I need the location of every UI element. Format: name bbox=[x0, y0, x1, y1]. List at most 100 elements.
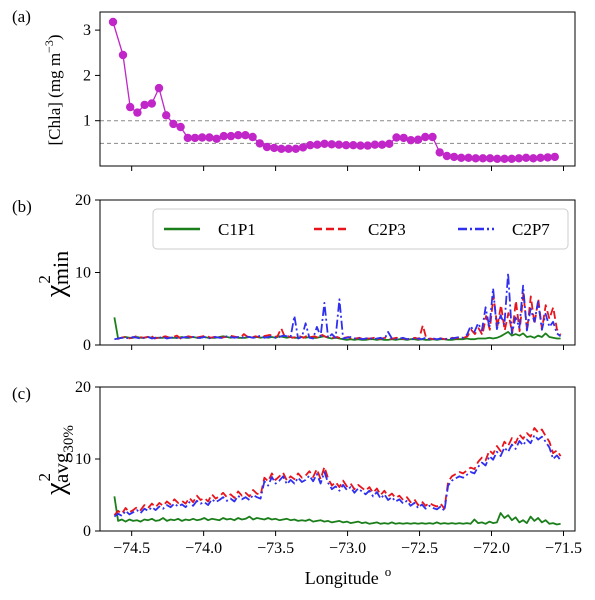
data-point bbox=[421, 132, 430, 142]
y-tick-label: 3 bbox=[83, 22, 91, 39]
y-tick-label: 10 bbox=[75, 265, 91, 282]
data-point bbox=[262, 142, 272, 152]
panel-b-yticks: 0 10 20 bbox=[75, 192, 100, 354]
data-point bbox=[377, 140, 387, 149]
data-point bbox=[428, 132, 437, 142]
data-point bbox=[413, 135, 423, 144]
data-point bbox=[118, 50, 128, 60]
data-point bbox=[327, 140, 336, 149]
data-point bbox=[248, 132, 257, 142]
data-point bbox=[234, 131, 243, 140]
data-point bbox=[190, 133, 200, 143]
data-point bbox=[471, 154, 480, 163]
data-point bbox=[147, 99, 156, 108]
data-point bbox=[485, 154, 495, 163]
data-point bbox=[385, 139, 394, 148]
data-point bbox=[500, 154, 509, 163]
series-line-c2p3 bbox=[113, 427, 562, 516]
data-point bbox=[349, 141, 358, 150]
panel-b-axes bbox=[99, 199, 576, 346]
data-point bbox=[212, 134, 221, 143]
data-point bbox=[507, 154, 516, 163]
y-tick-label: 2 bbox=[83, 67, 91, 84]
panel-b-data bbox=[113, 272, 562, 341]
data-point bbox=[449, 152, 459, 162]
data-point bbox=[183, 133, 192, 143]
data-point bbox=[406, 136, 416, 145]
data-point bbox=[320, 139, 329, 148]
data-point bbox=[154, 83, 164, 93]
data-point bbox=[341, 141, 351, 150]
panel-a-letter: (a) bbox=[12, 7, 31, 26]
series-line-c2p7 bbox=[114, 272, 562, 341]
data-point bbox=[514, 154, 524, 163]
data-point bbox=[133, 108, 142, 117]
panel-a-axes bbox=[99, 11, 576, 167]
data-point bbox=[205, 133, 214, 142]
data-point bbox=[306, 141, 315, 150]
y-tick-label: 0 bbox=[83, 523, 91, 540]
data-point bbox=[334, 140, 344, 149]
series-line-c2p3 bbox=[116, 292, 562, 341]
data-point bbox=[298, 143, 308, 152]
data-point bbox=[392, 133, 401, 142]
x-tick-label: −74.0 bbox=[185, 540, 222, 557]
data-point bbox=[363, 141, 372, 150]
legend-label-c1p1: C1P1 bbox=[218, 220, 256, 239]
data-point bbox=[457, 153, 466, 162]
data-point bbox=[543, 153, 552, 162]
series-line bbox=[112, 21, 555, 160]
data-point bbox=[270, 143, 279, 153]
data-point bbox=[277, 144, 286, 153]
data-point bbox=[536, 153, 545, 162]
panel-a-data bbox=[108, 17, 559, 163]
y-tick-label: 1 bbox=[83, 113, 91, 130]
panel-c-letter: (c) bbox=[12, 384, 31, 403]
data-point bbox=[219, 131, 228, 141]
legend: C1P1 C2P3 C2P7 bbox=[152, 208, 569, 250]
x-tick-label: −71.5 bbox=[545, 540, 582, 557]
legend-box bbox=[152, 208, 569, 250]
panel-a: (a) [Chla] (mg m−3) 1 2 3 bbox=[12, 7, 576, 171]
series-line-c2p7 bbox=[113, 434, 562, 518]
data-point bbox=[140, 100, 149, 110]
x-tick-label: −72.5 bbox=[401, 540, 438, 557]
data-point bbox=[291, 144, 300, 153]
x-tick-label: −73.5 bbox=[257, 540, 294, 557]
x-tick-label: −74.5 bbox=[113, 540, 150, 557]
panel-b-xticks bbox=[131, 345, 564, 350]
y-tick-label: 10 bbox=[75, 451, 91, 468]
panel-a-ylabel: [Chla] (mg m−3) bbox=[42, 35, 64, 146]
data-point bbox=[435, 148, 444, 157]
data-point bbox=[176, 122, 185, 132]
data-point bbox=[521, 153, 531, 162]
x-tick-label: −72.0 bbox=[473, 540, 510, 557]
data-point bbox=[108, 17, 118, 27]
y-tick-label: 20 bbox=[75, 192, 91, 209]
data-point bbox=[370, 140, 380, 149]
x-tick-label: −73.0 bbox=[329, 540, 366, 557]
data-point bbox=[356, 141, 365, 150]
legend-label-c2p7: C2P7 bbox=[512, 220, 550, 239]
panel-b: (b) χ2min 0 10 20 C1P1 C2P3 C2P7 bbox=[12, 192, 576, 354]
legend-label-c2p3: C2P3 bbox=[368, 220, 406, 239]
y-tick-label: 20 bbox=[75, 379, 91, 396]
data-point bbox=[550, 152, 559, 162]
x-axis-label: Longitude o bbox=[305, 564, 392, 588]
panel-b-ylabel: χ2min bbox=[35, 251, 73, 298]
panel-c-xticks: −74.5 −74.0 −73.5 −73.0 −72.5 −72.0 −71.5 bbox=[113, 531, 582, 557]
data-point bbox=[169, 119, 178, 129]
panel-c-axes bbox=[99, 386, 576, 532]
series-line-c1p1 bbox=[113, 496, 561, 526]
data-point bbox=[162, 111, 171, 120]
data-point bbox=[255, 139, 264, 148]
panel-c-ylabel: χ2avg30% bbox=[35, 425, 77, 496]
panel-a-yticks: 1 2 3 bbox=[83, 22, 100, 130]
data-point bbox=[478, 154, 488, 163]
data-point bbox=[226, 131, 236, 141]
data-point bbox=[529, 154, 538, 163]
data-point bbox=[284, 144, 293, 153]
panel-c-yticks: 0 10 20 bbox=[75, 379, 100, 540]
